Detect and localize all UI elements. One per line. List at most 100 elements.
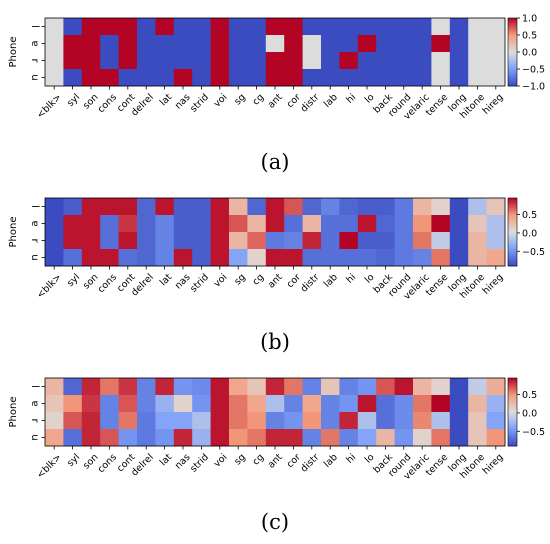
x-tick-label: hireg (481, 272, 506, 297)
heatmap-cell (45, 395, 64, 413)
heatmap-cell (357, 412, 377, 430)
heatmap-cell (449, 215, 469, 233)
heatmap-cell (137, 378, 156, 396)
heatmap-cell (321, 249, 340, 267)
heatmap-cell (302, 18, 322, 36)
y-axis-label: Phone (8, 37, 19, 68)
colorbar-segment (508, 53, 517, 56)
colorbar-tick-label: −0.5 (522, 65, 545, 76)
panel-caption-a: (a) (260, 150, 290, 174)
colorbar-segment (508, 379, 517, 382)
colorbar-segment (508, 40, 517, 43)
heatmap-cell (302, 395, 322, 413)
heatmap-cell (265, 198, 285, 216)
colorbar-segment (508, 417, 517, 420)
heatmap-cell (45, 249, 64, 267)
colorbar-segment (508, 249, 517, 252)
heatmap-cell (229, 232, 248, 250)
heatmap-cell (265, 395, 285, 413)
heatmap-cell (192, 18, 211, 36)
heatmap-cell (247, 232, 267, 250)
heatmap-cell (486, 198, 506, 216)
heatmap-cell (284, 69, 303, 87)
x-tick-label: cg (251, 272, 267, 288)
heatmap-cell (100, 18, 119, 36)
colorbar-segment (508, 437, 517, 440)
heatmap-cell (449, 412, 469, 430)
heatmap-cell (137, 249, 156, 267)
heatmap-cell (81, 18, 101, 36)
heatmap-cell (284, 232, 303, 250)
colorbar-segment (508, 247, 517, 250)
heatmap-cell (173, 198, 193, 216)
heatmap-cell (155, 215, 175, 233)
heatmap-cell (210, 378, 230, 396)
heatmap-cell (45, 429, 64, 447)
heatmap-cell (302, 198, 322, 216)
colorbar-segment (508, 444, 517, 447)
heatmap-cell (357, 232, 377, 250)
heatmap-cell (321, 52, 340, 70)
heatmap-cell (155, 232, 175, 250)
heatmap-cell (468, 52, 487, 70)
y-tick-label: n (30, 434, 41, 440)
x-tick-label: lat (158, 452, 175, 469)
heatmap-cell (486, 395, 506, 413)
heatmap-cell (100, 429, 119, 447)
heatmap-cell (118, 412, 138, 430)
colorbar-segment (508, 70, 517, 73)
colorbar-segment (508, 243, 517, 246)
heatmap-cell (192, 249, 211, 267)
y-axis-label: Phone (8, 217, 19, 248)
heatmap-cell (229, 395, 248, 413)
colorbar-segment (508, 418, 517, 421)
heatmap-cell (173, 69, 193, 87)
heatmap-cell (210, 215, 230, 233)
colorbar-segment (508, 69, 517, 72)
heatmap-cell (302, 35, 322, 53)
heatmap-cell (357, 378, 377, 396)
heatmap-cell (63, 35, 83, 53)
heatmap-cell (137, 198, 156, 216)
x-tick-label: syl (65, 92, 82, 109)
heatmap-cell (137, 69, 156, 87)
colorbar-segment (508, 50, 517, 53)
heatmap-cell (155, 412, 175, 430)
x-tick-label: syl (65, 272, 82, 289)
heatmap-cell (413, 215, 432, 233)
colorbar-segment (508, 218, 517, 221)
colorbar-segment (508, 48, 517, 51)
heatmap-cell (468, 198, 487, 216)
heatmap-cell (192, 232, 211, 250)
heatmap-cell (100, 378, 119, 396)
heatmap-cell (173, 232, 193, 250)
heatmap-cell (468, 18, 487, 36)
x-tick-label: hi (344, 272, 358, 286)
heatmap-cell (449, 249, 469, 267)
heatmap-cell (486, 249, 506, 267)
colorbar-segment (508, 204, 517, 207)
heatmap-cell (321, 18, 340, 36)
heatmap-cell (45, 378, 64, 396)
colorbar-segment (508, 26, 517, 29)
heatmap-cell (63, 18, 83, 36)
heatmap-cell (137, 18, 156, 36)
heatmap-cell (339, 232, 359, 250)
colorbar-segment (508, 35, 517, 38)
heatmap-cell (486, 18, 506, 36)
heatmap-cell (63, 198, 83, 216)
heatmap-cell (137, 395, 156, 413)
heatmap-cell (229, 69, 248, 87)
colorbar-segment (508, 240, 517, 243)
heatmap-cell (449, 378, 469, 396)
heatmap-cell (265, 35, 285, 53)
colorbar-segment (508, 77, 517, 80)
colorbar-segment (508, 82, 517, 85)
colorbar-segment (508, 209, 517, 212)
colorbar-segment (508, 391, 517, 394)
heatmap-cell (284, 18, 303, 36)
heatmap-cell (173, 215, 193, 233)
heatmap-cell (376, 232, 395, 250)
colorbar-segment (508, 400, 517, 403)
